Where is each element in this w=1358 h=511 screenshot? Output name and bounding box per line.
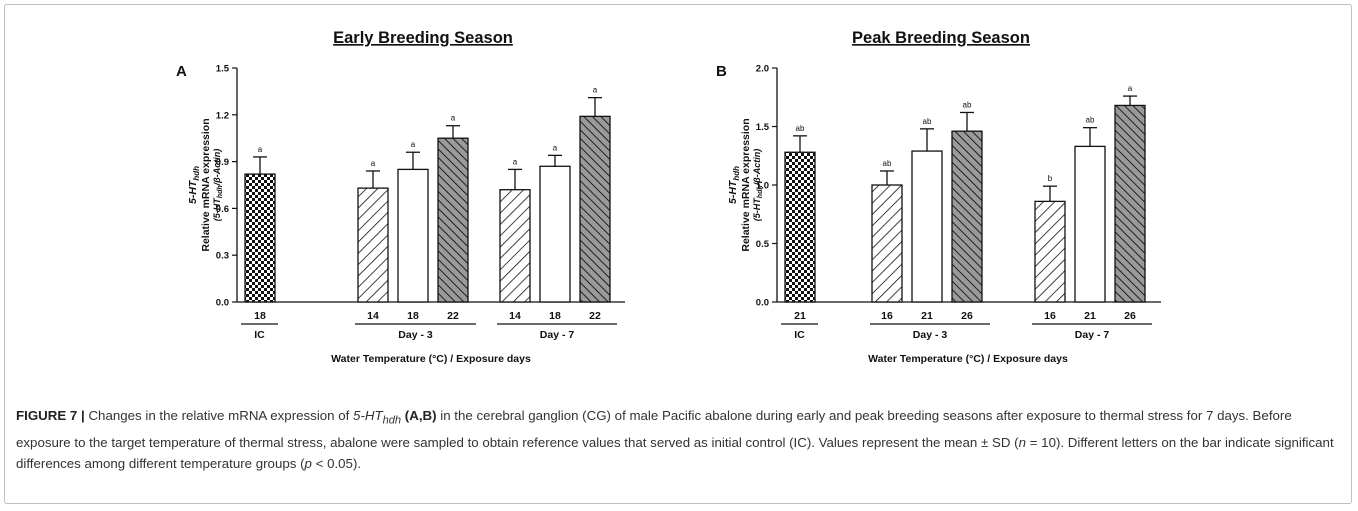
caption-text-2: in the cerebral ganglion (CG) of male Pa…: [16, 408, 1292, 450]
y-label-ratio-b: /β-Actin): [212, 149, 222, 187]
y-tick-label: 2.0: [756, 64, 769, 75]
x-tick-label: 18: [407, 310, 419, 322]
x-tick-label: 21: [921, 310, 933, 322]
caption-gene: 5-HT: [353, 408, 383, 423]
significance-letter: a: [411, 140, 416, 149]
x-tick-label: 22: [447, 310, 459, 322]
y-tick-label: 0.0: [216, 298, 229, 309]
x-tick-label: 16: [881, 310, 893, 322]
y-axis-label: 5-HThdh Relative mRNA expression (5-HThdh/…: [727, 118, 764, 251]
x-tick-label: 16: [1044, 310, 1056, 322]
y-tick-label: 1.0: [756, 181, 769, 192]
y-tick-label: 1.5: [756, 122, 770, 133]
y-tick-label: 0.9: [216, 157, 229, 168]
y-label-ratio-a: (5-HT: [752, 197, 762, 221]
bar: [579, 115, 611, 303]
caption-gene-sub: hdh: [382, 414, 402, 427]
bar: [357, 187, 389, 303]
y-tick-label: 1.5: [216, 64, 230, 75]
bar: [951, 130, 983, 303]
y-tick-label: 0.5: [756, 239, 770, 250]
figure-label: FIGURE 7 |: [16, 408, 85, 423]
significance-letter: ab: [796, 124, 805, 133]
caption-n: n: [1018, 434, 1027, 450]
group-label: Day - 3: [913, 329, 948, 341]
bar: [244, 173, 276, 303]
bar: [871, 184, 903, 303]
figure-charts: Early Breeding Season A 0.0 0.3 0.6 0.9 1.2 1.5…: [176, 29, 1161, 365]
chart-title: Early Breeding Season: [333, 29, 513, 47]
caption-p: p: [304, 455, 312, 471]
y-axis-label: 5-HThdh Relative mRNA expression (5-HThdh/…: [187, 118, 224, 251]
x-tick-label: 26: [961, 310, 973, 322]
x-tick-label: 18: [549, 310, 561, 322]
y-tick-label: 0.0: [756, 298, 769, 309]
x-tick-label: 14: [509, 310, 521, 322]
significance-letter: ab: [883, 159, 892, 168]
y-label-ratio-sub: hdh: [757, 185, 764, 198]
significance-letter: a: [258, 145, 263, 154]
y-tick-label: 0.6: [216, 204, 229, 215]
significance-letter: ab: [923, 117, 932, 126]
bar: [539, 165, 571, 303]
y-label-gene-sub: hdh: [192, 166, 201, 181]
significance-letter: a: [371, 159, 376, 168]
y-label-ratio-sub: hdh: [217, 185, 224, 198]
panel-b-chart: Peak Breeding Season B 0.0 0.5 1.0 1.5 2.0 5-HT…: [716, 29, 1161, 365]
group-label: IC: [254, 329, 265, 341]
bar: [1074, 145, 1106, 303]
y-label-ratio-b: /β-Actin): [752, 149, 762, 187]
bar: [1034, 200, 1066, 303]
figure-caption: FIGURE 7 | Changes in the relative mRNA …: [16, 405, 1341, 474]
y-label-ratio-a: (5-HT: [212, 197, 222, 221]
y-label-main: Relative mRNA expression: [200, 118, 212, 251]
y-label-ratio: (5-HThdh/β-Actin): [212, 149, 224, 221]
x-tick-label: 21: [794, 310, 806, 322]
caption-panels-ref: (A,B): [404, 408, 437, 423]
x-tick-label: 22: [589, 310, 601, 322]
panel-letter: A: [176, 63, 187, 80]
significance-letter: a: [553, 143, 558, 152]
caption-text-3: = 10). Different letters on the bar indi…: [16, 434, 1334, 471]
y-label-gene-main: 5-HT: [187, 179, 199, 204]
panel-a-chart: Early Breeding Season A 0.0 0.3 0.6 0.9 1.2 1.5…: [176, 29, 625, 365]
y-label-main: Relative mRNA expression: [740, 118, 752, 251]
significance-letter: ab: [963, 100, 972, 109]
significance-letter: a: [593, 86, 598, 95]
y-tick-label: 1.2: [216, 110, 229, 121]
group-label: Day - 7: [540, 329, 575, 341]
group-label: Day - 7: [1075, 329, 1110, 341]
y-label-gene: 5-HThdh: [727, 166, 741, 204]
x-tick-label: 14: [367, 310, 379, 322]
significance-letter: a: [451, 114, 456, 123]
bar: [784, 151, 816, 303]
y-label-gene-main: 5-HT: [727, 179, 739, 204]
significance-letter: a: [513, 157, 518, 166]
bar: [437, 137, 469, 303]
significance-letter: b: [1048, 174, 1053, 183]
significance-letter: a: [1128, 84, 1133, 93]
caption-text-4: < 0.05).: [311, 455, 362, 471]
bar: [397, 168, 429, 303]
caption-text-1: Changes in the relative mRNA expression …: [84, 408, 354, 423]
x-tick-label: 26: [1124, 310, 1136, 322]
x-axis-title: Water Temperature (°C) / Exposure days: [868, 353, 1068, 365]
bar: [911, 150, 943, 303]
group-label: IC: [794, 329, 805, 341]
bar: [1114, 104, 1146, 303]
panel-letter: B: [716, 63, 727, 80]
x-tick-label: 21: [1084, 310, 1096, 322]
x-tick-label: 18: [254, 310, 266, 322]
y-label-gene-sub: hdh: [732, 166, 741, 181]
bar: [499, 189, 531, 303]
y-tick-label: 0.3: [216, 251, 229, 262]
chart-title: Peak Breeding Season: [852, 29, 1030, 47]
x-axis-title: Water Temperature (°C) / Exposure days: [331, 353, 531, 365]
y-label-ratio: (5-HThdh/β-Actin): [752, 149, 764, 221]
group-label: Day - 3: [398, 329, 433, 341]
y-label-gene: 5-HThdh: [187, 166, 201, 204]
significance-letter: ab: [1086, 116, 1095, 125]
